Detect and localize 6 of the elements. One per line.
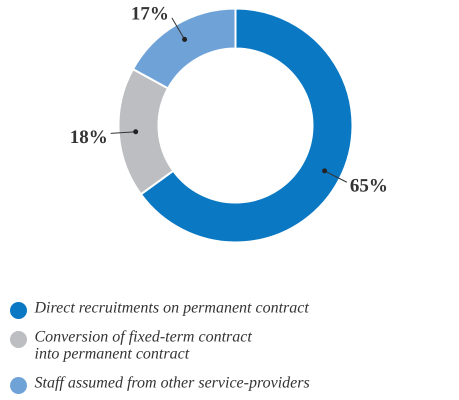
data-label: 17%	[130, 3, 169, 24]
data-label: 65%	[350, 176, 388, 197]
legend-label: Direct recruitments on permanent contract	[34, 300, 310, 316]
data-label: 18%	[70, 126, 108, 148]
legend-label: Conversion of fixed-term contract into permanent contract	[34, 328, 252, 362]
legend-label: Staff assumed from other service-providers	[34, 374, 310, 392]
